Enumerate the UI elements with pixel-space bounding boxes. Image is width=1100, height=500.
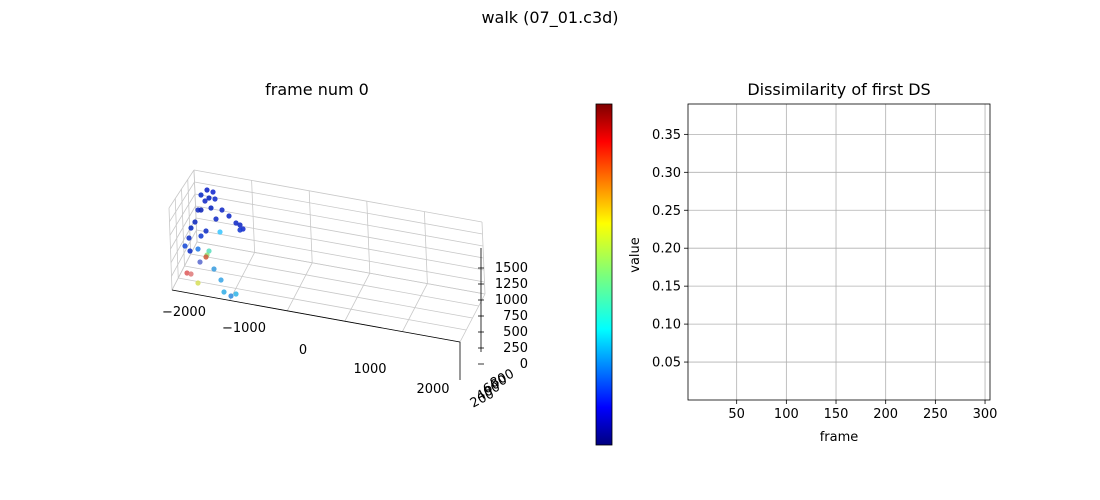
- colorbar-label: value: [628, 237, 643, 273]
- line-x-tick-label: 250: [923, 407, 948, 422]
- line-axes-frame: [687, 103, 991, 401]
- line-title: Dissimilarity of first DS: [747, 80, 930, 99]
- line-grid: [688, 104, 990, 400]
- scatter3d-floor-gridline: [184, 265, 473, 319]
- line-y-tick-label: 0.35: [652, 128, 681, 143]
- scatter3d-point: [198, 207, 204, 213]
- line-y-tick-label: 0.25: [652, 204, 681, 219]
- scatter3d-grid: [168, 169, 486, 343]
- scatter3d-point: [198, 192, 204, 198]
- scatter3d-z-tick-label: 1250: [495, 277, 528, 292]
- scatter3d-point: [228, 293, 234, 299]
- scatter3d-backwall-gridline: [195, 205, 484, 259]
- scatter3d-point: [204, 187, 210, 193]
- line-y-tick-label: 0.05: [652, 356, 681, 371]
- scatter3d-x-tick-label: 0: [299, 343, 307, 358]
- scatter3d-point: [213, 216, 219, 222]
- scatter3d-z-tick-label: 1000: [495, 293, 528, 308]
- scatter3d-floor-gridline: [190, 253, 479, 307]
- scatter3d-point: [195, 280, 201, 286]
- scatter3d-point: [186, 235, 192, 241]
- scatter3d-point: [237, 227, 243, 233]
- scatter3d-point: [233, 291, 239, 297]
- scatter3d-z-tick-label: 500: [503, 325, 528, 340]
- scatter3d-point: [188, 225, 194, 231]
- figure-title: walk (07_01.c3d): [481, 8, 619, 27]
- line-panel: Dissimilarity of first DS 50 100 150 200 250…: [652, 80, 997, 445]
- line-y-tick-label: 0.20: [652, 242, 681, 257]
- scatter3d-point: [221, 289, 227, 295]
- line-ticks: 50 100 150 200 250 300 0.05 0.10 0.15 0.20 0.25 0.3…: [652, 128, 997, 422]
- scatter3d-sidewall-gridline: [181, 188, 185, 267]
- scatter3d-x-tick-label: −2000: [162, 305, 206, 320]
- scatter3d-point: [203, 254, 209, 260]
- scatter3d-point: [212, 196, 218, 202]
- scatter3d-point: [226, 213, 232, 219]
- scatter3d-backwall-gridline: [193, 169, 483, 223]
- colorbar-gradient: [595, 103, 613, 446]
- scatter3d-title: frame num 0: [265, 80, 369, 99]
- scatter3d-point: [206, 248, 212, 254]
- scatter3d-point: [233, 220, 239, 226]
- line-y-tick-label: 0.15: [652, 280, 681, 295]
- scatter3d-point: [217, 229, 223, 235]
- scatter3d-x-tick-label: 2000: [416, 382, 449, 397]
- scatter3d-point: [188, 271, 194, 277]
- scatter3d-sidewall-gridline: [193, 169, 198, 243]
- scatter3d-point: [219, 207, 225, 213]
- scatter3d-point: [218, 277, 224, 283]
- scatter3d-backwall-gridline: [194, 193, 484, 247]
- scatter3d-point: [208, 205, 214, 211]
- line-y-tick-label: 0.30: [652, 166, 681, 181]
- scatter3d-point: [211, 266, 217, 272]
- scatter3d-point: [187, 248, 193, 254]
- scatter3d-point: [184, 270, 190, 276]
- line-x-tick-label: 200: [873, 407, 898, 422]
- scatter3d-point: [198, 233, 204, 239]
- scatter3d-point: [197, 259, 203, 265]
- scatter3d-point: [195, 246, 201, 252]
- scatter3d-floor-gridline: [178, 277, 467, 331]
- scatter3d-points: [182, 187, 246, 299]
- scatter3d-sidewall-gridline: [174, 198, 179, 279]
- line-x-tick-label: 300: [973, 407, 998, 422]
- scatter3d-point: [192, 219, 198, 225]
- scatter3d-point: [210, 189, 216, 195]
- scatter3d-sidewall-gridline: [168, 207, 173, 291]
- scatter3d-z-tick-label: 1500: [495, 261, 528, 276]
- scatter3d-sidewall-gridline: [187, 179, 192, 255]
- scatter3d-backwall-gridline: [196, 229, 485, 283]
- scatter3d-x-tick-label: −1000: [222, 321, 266, 336]
- scatter3d-z-tick-label: 750: [503, 309, 528, 324]
- scatter3d-z-tick-label: 0: [520, 357, 528, 372]
- line-y-tick-label: 0.10: [652, 318, 681, 333]
- scatter3d-point: [182, 243, 188, 249]
- scatter3d-x-tick-label: 1000: [353, 362, 386, 377]
- scatter3d-panel: frame num 0 −2000−1000010002000025050075…: [162, 80, 528, 411]
- scatter3d-backwall-gridline: [196, 241, 486, 295]
- line-x-tick-label: 100: [774, 407, 799, 422]
- colorbar: value: [595, 103, 643, 446]
- line-x-tick-label: 150: [824, 407, 849, 422]
- scatter3d-point: [206, 195, 212, 201]
- scatter3d-point: [203, 228, 209, 234]
- scatter3d-point: [237, 222, 243, 228]
- scatter3d-z-tick-label: 250: [503, 341, 528, 356]
- line-xlabel: frame: [820, 430, 859, 445]
- scatter3d-backwall-gridline: [194, 181, 483, 235]
- scatter3d-x-axis-line: [171, 289, 461, 343]
- line-x-tick-label: 50: [728, 407, 745, 422]
- scatter3d-point: [202, 198, 208, 204]
- scatter3d-ticks: −2000−1000010002000025050075010001250150…: [162, 248, 528, 411]
